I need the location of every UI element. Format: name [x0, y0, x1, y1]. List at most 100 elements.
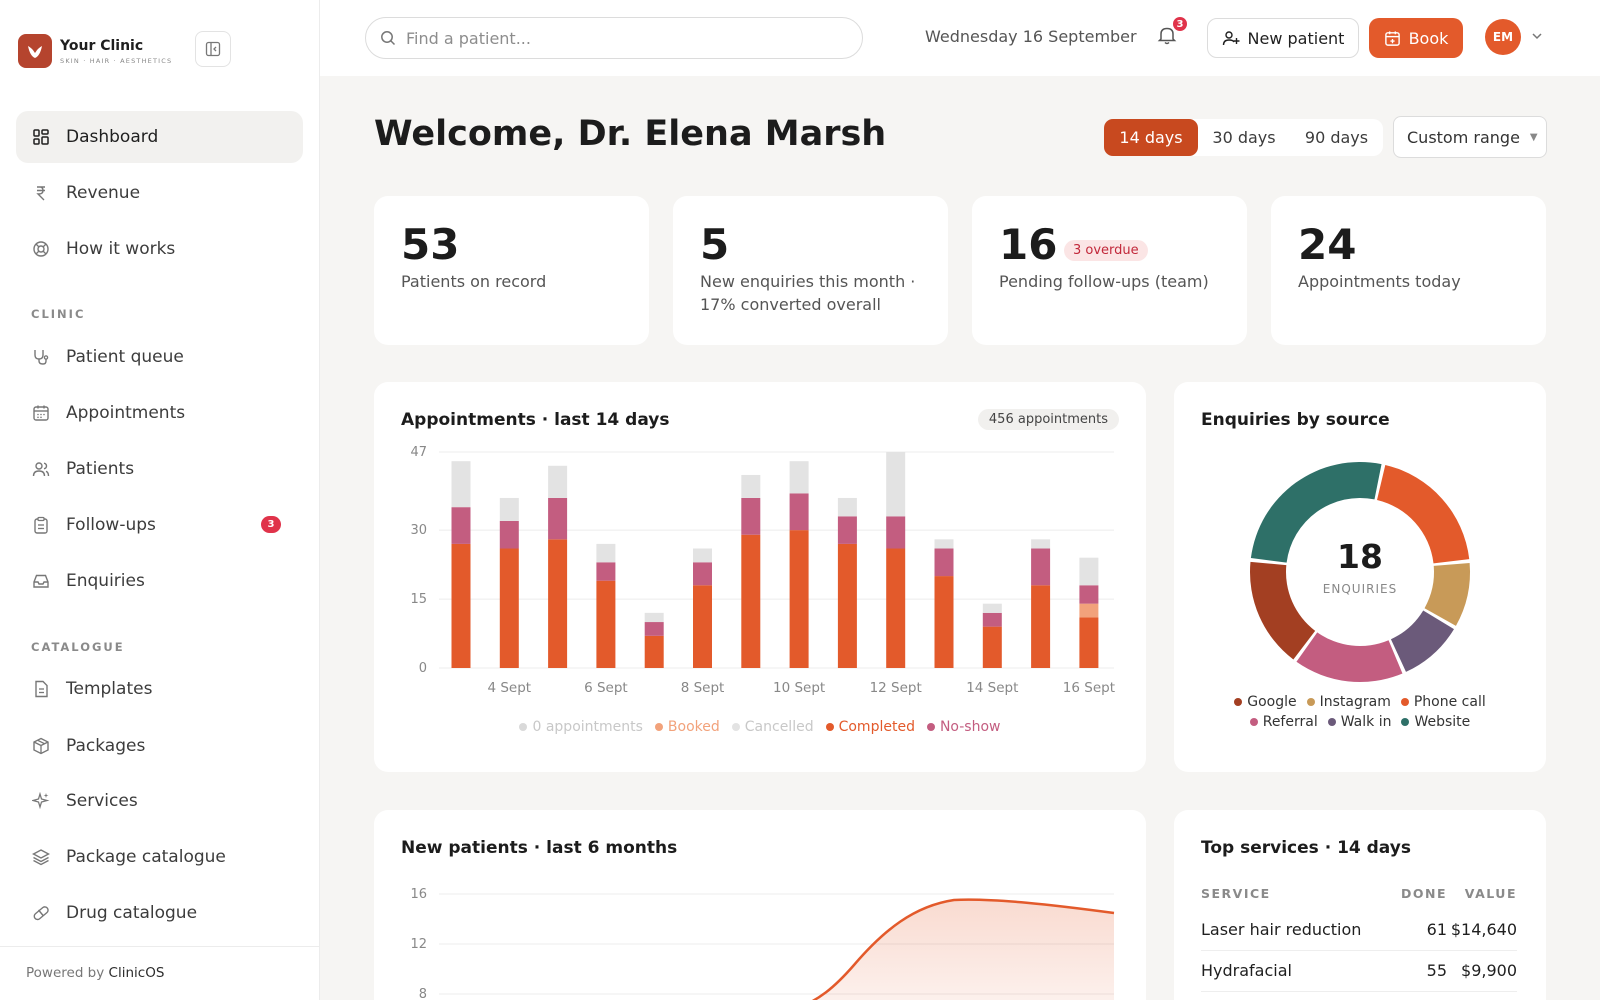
stat-card-patients[interactable]: 53 Patients on record	[374, 196, 649, 345]
y-tick-label: 0	[419, 661, 427, 676]
bar-segment-completed	[789, 530, 809, 668]
sidebar-item-how-it-works[interactable]: How it works	[16, 223, 303, 275]
custom-range-select[interactable]: Custom range ▼	[1393, 116, 1547, 158]
custom-range-label: Custom range	[1407, 127, 1520, 147]
legend-item[interactable]: Booked	[654, 719, 720, 735]
donut-slice-instagram	[1424, 562, 1470, 626]
new-patients-chart-title: New patients · last 6 months	[401, 838, 678, 858]
sidebar-item-appointments[interactable]: Appointments	[16, 387, 303, 439]
legend-item[interactable]: Google	[1234, 694, 1297, 710]
legend-label: Walk in	[1340, 714, 1392, 730]
date-range-selector: 14 days 30 days 90 days	[1104, 119, 1383, 156]
search-input[interactable]	[406, 28, 836, 48]
sidebar-item-packages[interactable]: Packages	[16, 720, 303, 772]
legend-dot	[825, 723, 834, 731]
users-icon	[31, 459, 51, 479]
sidebar-item-enquiries[interactable]: Enquiries	[16, 555, 303, 607]
current-date: Wednesday 16 September	[925, 27, 1137, 46]
area-fill	[814, 899, 1114, 1000]
bar-segment-no-show	[693, 562, 712, 586]
stat-card-follow-ups[interactable]: 16 3 overdue Pending follow-ups (team)	[972, 196, 1247, 345]
bar-segment-no-show	[789, 493, 809, 531]
new-patient-button[interactable]: New patient	[1207, 18, 1359, 58]
brand[interactable]: Your Clinic SKIN · HAIR · AESTHETICS	[18, 26, 186, 76]
range-14-days[interactable]: 14 days	[1104, 119, 1198, 156]
notifications-button[interactable]	[1156, 24, 1184, 52]
bar-segment-completed	[886, 548, 906, 668]
bar-segment-no-show	[1079, 585, 1099, 604]
range-90-days[interactable]: 90 days	[1304, 128, 1369, 147]
collapse-sidebar-button[interactable]	[195, 31, 231, 67]
sidebar-item-label: Packages	[66, 736, 146, 756]
avatar[interactable]: EM	[1485, 19, 1521, 55]
sidebar-toggle-icon	[205, 41, 221, 57]
legend-item[interactable]: No-show	[926, 719, 1001, 735]
legend-dot	[1327, 718, 1336, 726]
x-tick-label: 6 Sept	[584, 680, 628, 696]
y-tick-label: 47	[410, 445, 427, 460]
sidebar-item-drug-catalogue[interactable]: Drug catalogue	[16, 887, 303, 939]
bar-segment-no-show	[548, 497, 568, 540]
clipboard-icon	[31, 515, 51, 535]
stat-card-enquiries[interactable]: 5 New enquiries this month · 17% convert…	[673, 196, 948, 345]
sidebar-item-package-catalogue[interactable]: Package catalogue	[16, 831, 303, 883]
stat-value: 5	[700, 220, 730, 269]
table-row[interactable]: Laser hair reduction 61 $14,640	[1201, 910, 1517, 951]
x-tick-label: 10 Sept	[773, 680, 825, 696]
powered-by-brand[interactable]: ClinicOS	[108, 965, 165, 981]
sidebar-item-services[interactable]: Services	[16, 775, 303, 827]
legend-item[interactable]: Referral	[1249, 714, 1318, 730]
caret-down-icon: ▼	[1529, 131, 1538, 143]
stat-card-appointments[interactable]: 24 Appointments today	[1271, 196, 1546, 345]
notification-count-badge: 3	[1171, 15, 1189, 33]
bar-segment-cancelled	[548, 465, 568, 498]
legend-item[interactable]: Completed	[825, 719, 915, 735]
book-label: Book	[1408, 28, 1449, 48]
sidebar-item-revenue[interactable]: Revenue	[16, 167, 303, 219]
legend-item[interactable]: Phone call	[1400, 694, 1486, 710]
legend-item[interactable]: Cancelled	[731, 719, 814, 735]
bar-segment-completed	[596, 580, 616, 668]
legend-dot	[1400, 698, 1409, 706]
sidebar-item-patients[interactable]: Patients	[16, 443, 303, 495]
chevron-down-icon[interactable]	[1530, 29, 1544, 43]
layers-icon	[31, 847, 51, 867]
sidebar-item-patient-queue[interactable]: Patient queue	[16, 331, 303, 383]
calendar-icon	[31, 403, 51, 423]
table-row[interactable]: Hydrafacial 55 $9,900	[1201, 951, 1517, 992]
service-column-header: SERVICE	[1201, 886, 1271, 901]
patient-search[interactable]	[365, 17, 863, 59]
bar-segment-cancelled	[741, 474, 761, 498]
legend-item[interactable]: Website	[1401, 714, 1470, 730]
bar-segment-cancelled	[934, 539, 954, 549]
sidebar-item-dashboard[interactable]: Dashboard	[16, 111, 303, 163]
legend-dot	[731, 723, 740, 731]
rupee-icon	[31, 183, 51, 203]
service-name: Laser hair reduction	[1201, 920, 1362, 939]
top-services-title: Top services · 14 days	[1201, 838, 1411, 858]
range-30-days[interactable]: 30 days	[1212, 128, 1276, 147]
legend-item[interactable]: 0 appointments	[519, 719, 643, 735]
brand-tagline: SKIN · HAIR · AESTHETICS	[60, 56, 173, 65]
stethoscope-icon	[31, 347, 51, 367]
legend-dot	[1234, 698, 1243, 706]
bar-segment-cancelled	[886, 452, 906, 517]
overdue-badge: 3 overdue	[1064, 240, 1148, 261]
book-button[interactable]: Book	[1369, 18, 1463, 58]
service-value: $14,640	[1450, 920, 1517, 939]
bar-segment-no-show	[886, 516, 906, 549]
legend-label: No-show	[939, 719, 1001, 735]
legend-label: Cancelled	[744, 719, 814, 735]
sidebar-item-follow-ups[interactable]: Follow-ups 3	[16, 499, 303, 551]
legend-item[interactable]: Instagram	[1306, 694, 1391, 710]
legend-item[interactable]: Walk in	[1327, 714, 1392, 730]
sidebar-item-label: Drug catalogue	[66, 903, 198, 923]
calendar-plus-icon	[1384, 30, 1400, 46]
appointments-count-badge: 456 appointments	[977, 409, 1119, 430]
enquiries-total-label: ENQUIRIES	[1322, 582, 1398, 596]
legend-label: Website	[1414, 714, 1471, 730]
sidebar-item-templates[interactable]: Templates	[16, 663, 303, 715]
bar-segment-completed	[982, 626, 1002, 668]
legend-label: Phone call	[1413, 694, 1486, 710]
stat-value: 16	[999, 220, 1058, 269]
